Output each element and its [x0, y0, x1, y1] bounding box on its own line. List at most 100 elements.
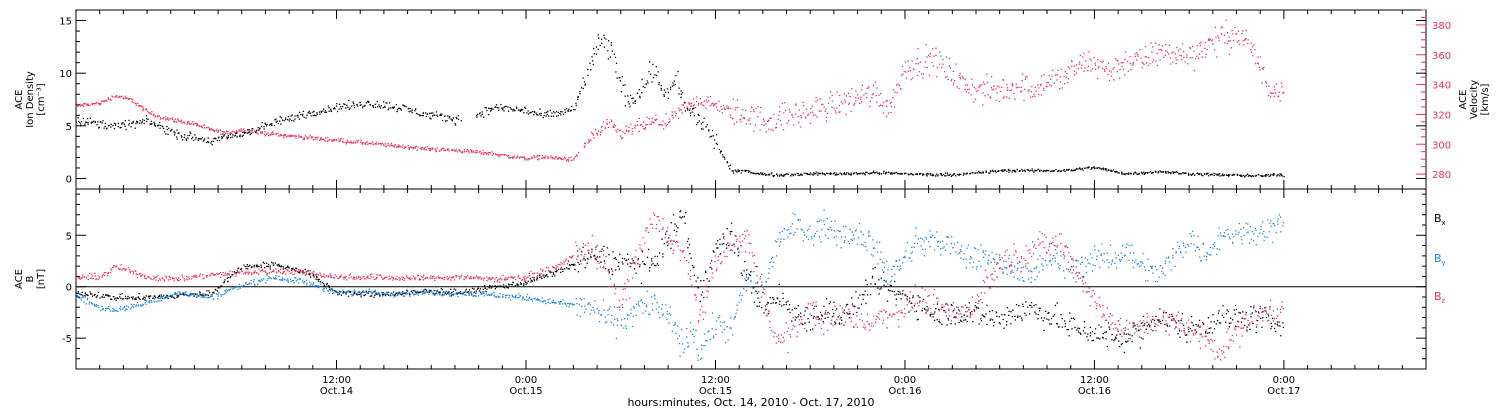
data-point	[1064, 70, 1066, 73]
data-point	[1250, 306, 1252, 308]
data-point	[989, 96, 991, 98]
data-point	[887, 289, 890, 291]
data-point	[145, 299, 147, 302]
data-point	[352, 291, 354, 293]
data-point	[151, 123, 153, 125]
data-point	[1268, 94, 1270, 97]
data-point	[1251, 45, 1254, 48]
data-point	[978, 170, 980, 172]
data-point	[686, 240, 689, 243]
data-point	[1231, 30, 1233, 32]
data-point	[428, 293, 430, 295]
data-point	[956, 86, 958, 88]
data-point	[412, 148, 415, 150]
data-point	[869, 105, 871, 108]
data-point	[988, 172, 990, 174]
data-point	[646, 256, 649, 258]
data-point	[221, 136, 223, 138]
data-point	[94, 121, 96, 123]
data-point	[990, 170, 992, 172]
data-point	[830, 90, 832, 93]
data-point	[1217, 174, 1219, 176]
data-point	[729, 164, 731, 166]
data-point	[773, 113, 775, 116]
y-tick-label: -5	[62, 334, 72, 345]
data-point	[616, 318, 618, 320]
data-point	[274, 277, 276, 279]
data-point	[675, 225, 678, 227]
data-point	[698, 102, 700, 105]
data-point	[396, 109, 399, 111]
data-point	[451, 119, 453, 121]
data-point	[537, 159, 539, 161]
data-point	[1038, 307, 1040, 309]
data-point	[194, 122, 197, 125]
data-point	[1246, 173, 1249, 175]
data-point	[900, 88, 902, 90]
data-point	[937, 175, 939, 177]
data-point	[249, 264, 251, 266]
data-point	[404, 146, 406, 148]
data-point	[104, 122, 107, 125]
data-point	[973, 86, 975, 88]
data-point	[1173, 318, 1175, 320]
data-point	[1082, 169, 1084, 171]
data-point	[607, 126, 610, 129]
data-point	[746, 269, 748, 271]
data-point	[857, 97, 859, 99]
data-point	[584, 267, 586, 269]
data-point	[998, 170, 1000, 172]
data-point	[430, 112, 432, 114]
data-point	[773, 175, 776, 177]
data-point	[220, 285, 222, 287]
data-point	[1280, 173, 1282, 175]
data-point	[444, 292, 446, 295]
data-point	[151, 111, 153, 113]
data-point	[360, 139, 362, 141]
data-point	[364, 143, 367, 145]
data-point	[1187, 63, 1189, 65]
data-point	[851, 297, 853, 299]
data-point	[1197, 172, 1199, 174]
data-point	[131, 298, 134, 300]
data-point	[1096, 167, 1099, 169]
data-point	[1235, 325, 1237, 327]
data-point	[968, 302, 970, 304]
data-point	[162, 118, 164, 120]
data-point	[719, 321, 721, 323]
data-point	[519, 109, 521, 111]
data-point	[353, 290, 356, 293]
data-point	[962, 77, 964, 79]
data-point	[740, 121, 742, 123]
data-point	[263, 262, 265, 265]
data-point	[1279, 175, 1281, 177]
data-point	[466, 148, 468, 151]
data-point	[273, 264, 275, 266]
data-point	[87, 294, 89, 297]
data-point	[652, 121, 654, 124]
data-point	[459, 150, 461, 152]
data-point	[488, 151, 491, 154]
data-point	[294, 118, 296, 120]
data-point	[963, 319, 965, 321]
data-point	[187, 121, 189, 123]
data-point	[1049, 170, 1052, 172]
data-point	[1194, 329, 1196, 331]
data-point	[319, 113, 321, 115]
data-point	[1205, 331, 1207, 333]
data-point	[323, 139, 325, 141]
data-point	[804, 322, 806, 324]
data-point	[770, 117, 772, 119]
data-point	[658, 124, 660, 126]
data-point	[406, 289, 408, 291]
data-point	[393, 293, 395, 295]
data-point	[712, 135, 714, 137]
data-point	[359, 104, 361, 106]
data-point	[764, 174, 767, 176]
data-point	[1132, 63, 1134, 65]
data-point	[261, 131, 263, 133]
data-point	[611, 50, 613, 52]
data-point	[497, 285, 499, 287]
data-point	[408, 292, 410, 294]
data-point	[541, 277, 543, 280]
